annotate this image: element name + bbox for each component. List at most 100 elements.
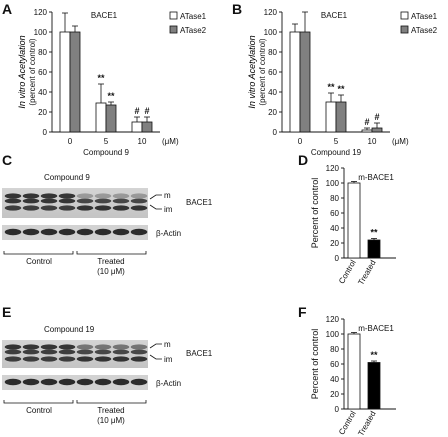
blot-e-band-lane-band [4,356,22,362]
chart-b-legend-swatch [400,11,409,20]
chart-a-x-tick-label: 5 [104,137,109,146]
blot-c-band-lane-band [4,193,22,199]
blot-c-band-lane-band [130,193,148,199]
chart-b-significance-mark: # [364,117,369,127]
chart-a-y-axis-sublabel: (percent of control) [28,38,37,105]
blot-c-band-lane-band [130,198,148,204]
chart-a-significance-mark: ** [97,73,105,83]
blot-c-actin-lane-band [40,228,58,236]
blot-c-protein-label: BACE1 [186,198,213,207]
blot-e-im-label: im [164,355,173,364]
chart-a-bar [95,102,107,133]
chart-b-y-tick-label: 120 [264,8,278,17]
chart-b-x-tick-label: 5 [334,137,339,146]
chart-a-y-axis-label: In vitro Acetylation [17,35,27,108]
blot-e-band-lane-band [112,356,130,362]
chart-a-bar [59,31,71,133]
chart-b-x-tick-label: 10 [368,137,377,146]
blot-c-band-lane-band [130,205,148,211]
blot-e-actin-lane-band [76,378,94,386]
chart-a-legend-label: ATase1 [180,12,207,21]
blot-c-band-lane-band [40,205,58,211]
chart-a-legend-swatch [169,11,178,20]
chart-d-x-tick-label: Control [337,258,358,285]
blot-e-actin-lane-band [58,378,76,386]
blot-e-band-lane-band [4,344,22,350]
western-blot-e: Compound 19 m im BACE1 β-Actin Control T… [2,325,213,425]
blot-e-compound-label: Compound 19 [44,325,95,334]
chart-b-significance-mark: # [374,112,379,122]
chart-b-y-tick-label: 80 [268,48,277,57]
blot-e-protein-label: BACE1 [186,349,213,358]
chart-f-y-tick-label: 120 [326,315,340,324]
chart-a-bar [105,104,117,133]
chart-d-bar [367,239,381,259]
chart-f-y-tick-label: 100 [326,330,340,339]
chart-b-y-tick-label: 100 [264,28,278,37]
blot-c-band-lane-band [40,198,58,204]
blot-c-actin-lane-band [22,228,40,236]
chart-b-legend-label: ATase1 [411,12,438,21]
blot-c-band-lane-band [76,198,94,204]
blot-c-band-lane-band [94,193,112,199]
blot-c-band-lane-band [22,198,40,204]
chart-a-x-tick-label: 10 [138,137,147,146]
blot-e-band-lane-band [94,344,112,350]
blot-c-actin-lane-band [76,228,94,236]
blot-e-band-lane-band [40,356,58,362]
blot-e-band-lane-band [76,344,94,350]
chart-d-x-tick-label: Treated [356,259,377,287]
blot-e-treated-concentration: (10 μM) [97,416,125,425]
chart-panel-a: 0 20 40 60 80 100 120 0 5 **** 10 # # (μM) Compound 9 B… [17,8,207,157]
panel-letter-b: B [232,1,242,17]
blot-c-band-lane-band [58,193,76,199]
blot-c-band-lane-band [4,198,22,204]
chart-a-y-tick-label: 80 [38,48,47,57]
chart-b-x-tick-label: 0 [298,137,303,146]
chart-f-y-tick-label: 20 [330,390,339,399]
blot-e-band-lane-band [130,356,148,362]
chart-a-significance-mark: # [134,106,139,116]
chart-b-bar [335,101,347,133]
chart-a-significance-mark: ** [107,91,115,101]
chart-d-y-tick-label: 120 [326,164,340,173]
chart-b-legend-swatch [400,25,409,34]
blot-c-band-lane-band [4,205,22,211]
panel-letter-d: D [298,152,308,168]
chart-f-y-tick-label: 0 [335,405,340,414]
blot-c-band-lane-band [58,198,76,204]
chart-a-bar [141,121,153,133]
chart-b-bar [325,101,337,133]
panel-letter-a: A [2,1,12,17]
blot-e-band-lane-band [76,349,94,355]
blot-c-im-pointer [149,204,162,210]
chart-a-y-tick-label: 0 [43,128,48,137]
chart-d-significance-mark: ** [370,228,378,238]
chart-f-x-tick-label: Control [337,409,358,436]
blot-e-band-lane-band [112,344,130,350]
blot-e-loading-label: β-Actin [156,379,181,388]
blot-e-m-pointer [149,343,162,349]
blot-e-actin-lane-band [130,378,148,386]
blot-c-band-lane-band [40,193,58,199]
chart-f-bar [347,333,361,410]
chart-a-x-tick-label: 0 [68,137,73,146]
blot-e-im-pointer [149,354,162,360]
blot-c-actin-lane-band [4,228,22,236]
chart-b-bar [371,127,383,133]
chart-d-y-tick-label: 80 [330,194,339,203]
chart-b-bar [289,31,301,133]
blot-e-band-lane-band [76,356,94,362]
blot-c-band-lane-band [22,193,40,199]
blot-c-actin-lane-band [112,228,130,236]
blot-e-actin-lane-band [22,378,40,386]
blot-c-compound-label: Compound 9 [44,173,90,182]
chart-f-bar [367,362,381,410]
blot-c-treated-label: Treated [97,257,124,266]
blot-c-band-lane-band [94,198,112,204]
blot-c-actin-lane-band [58,228,76,236]
chart-b-bar [361,129,373,133]
blot-c-treated-bracket [76,251,147,255]
blot-c-bace1-membrane [2,188,148,218]
